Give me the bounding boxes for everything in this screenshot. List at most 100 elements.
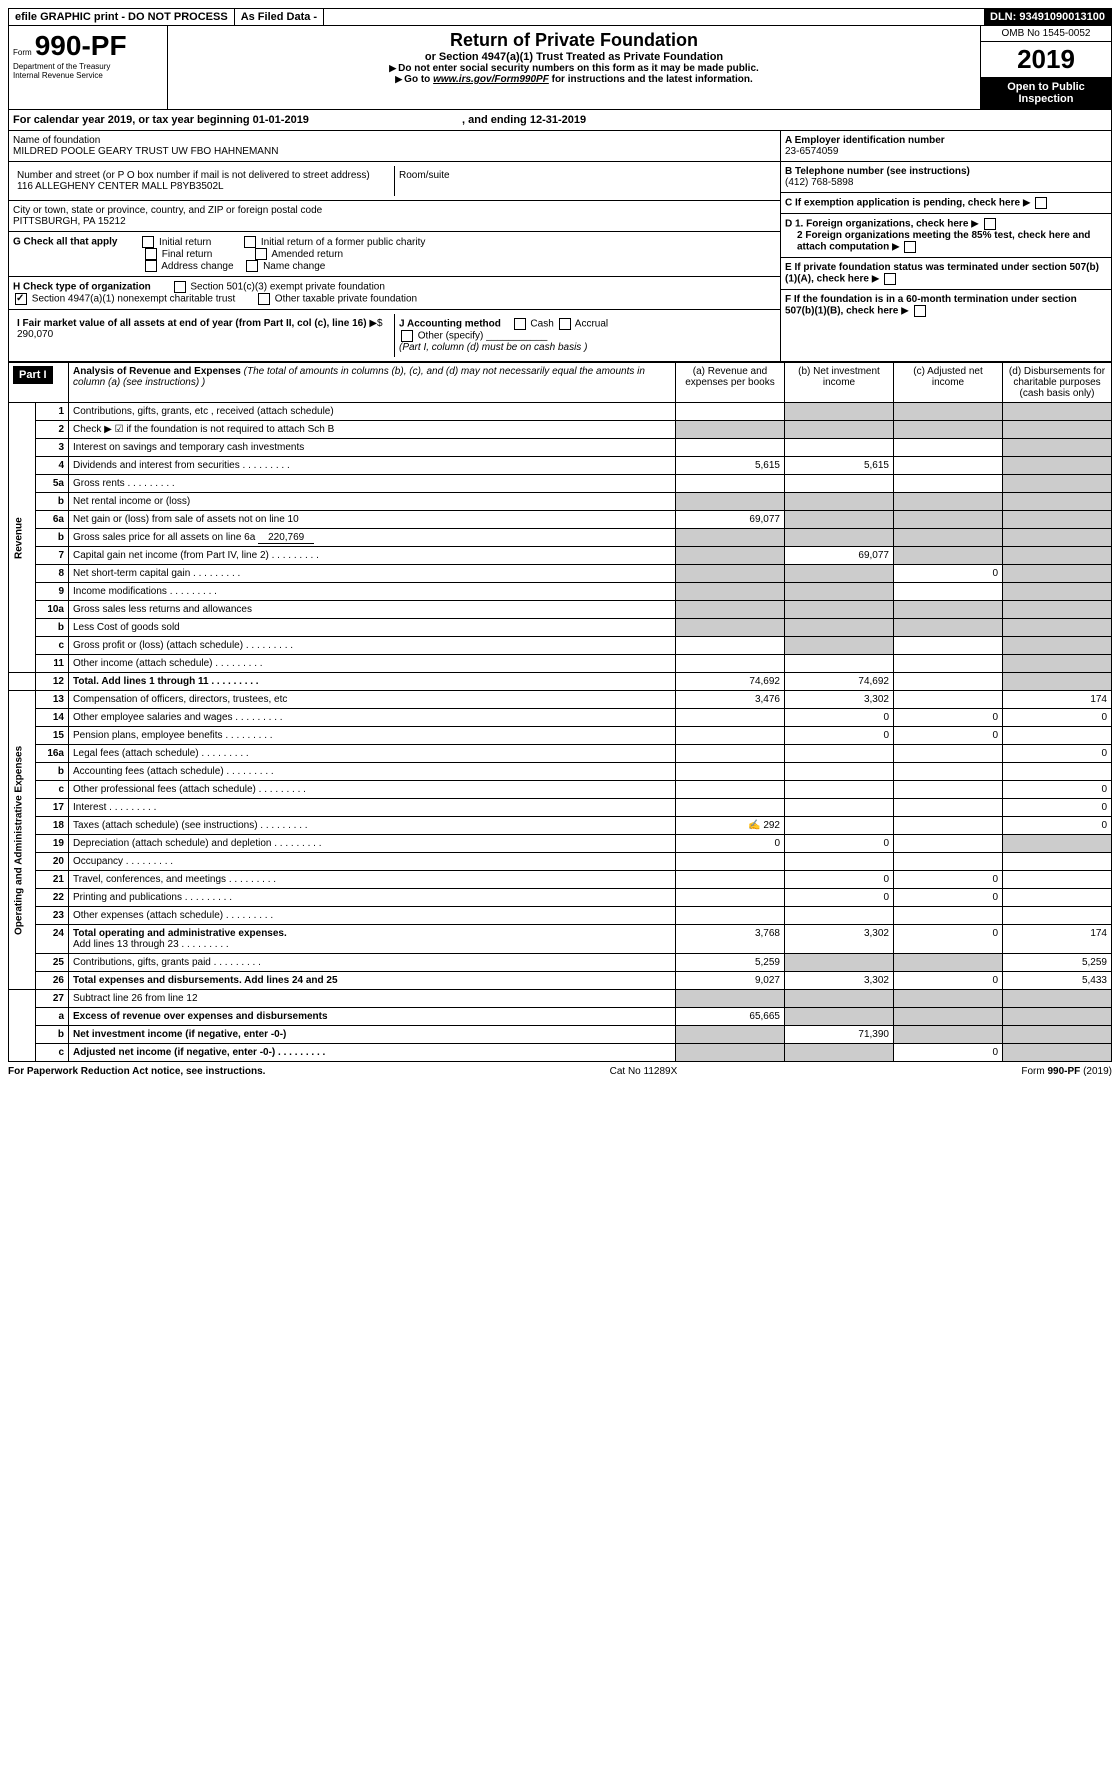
checkbox-e[interactable] bbox=[884, 273, 896, 285]
r26-b: 3,302 bbox=[785, 972, 894, 990]
ra-d: Excess of revenue over expenses and disb… bbox=[69, 1008, 676, 1026]
table-row: Revenue 1Contributions, gifts, grants, e… bbox=[9, 403, 1112, 421]
rc-n: c bbox=[36, 1044, 69, 1062]
checkbox-address[interactable] bbox=[145, 260, 157, 272]
d1-label: D 1. Foreign organizations, check here bbox=[785, 219, 968, 230]
checkbox-amended[interactable] bbox=[255, 248, 267, 260]
checkbox-cash[interactable] bbox=[514, 318, 526, 330]
footer-mid: Cat No 11289X bbox=[610, 1066, 678, 1077]
r14-n: 14 bbox=[36, 709, 69, 727]
checkbox-initial-former[interactable] bbox=[244, 236, 256, 248]
r5a-d: Gross rents bbox=[69, 475, 676, 493]
checkbox-c[interactable] bbox=[1035, 197, 1047, 209]
table-row: 23Other expenses (attach schedule) bbox=[9, 907, 1112, 925]
r10b-n: b bbox=[36, 619, 69, 637]
box-i: I Fair market value of all assets at end… bbox=[13, 314, 395, 357]
checkbox-other-acct[interactable] bbox=[401, 330, 413, 342]
box-j: J Accounting method Cash Accrual Other (… bbox=[395, 314, 776, 357]
box-a: A Employer identification number 23-6574… bbox=[781, 131, 1111, 162]
g-opt1: Initial return of a former public charit… bbox=[261, 237, 426, 248]
r16c-d: Other professional fees (attach schedule… bbox=[69, 781, 676, 799]
r6b-n: b bbox=[36, 529, 69, 547]
r17-dd: 0 bbox=[1003, 799, 1112, 817]
g-opt5: Name change bbox=[263, 261, 325, 272]
box-e: E If private foundation status was termi… bbox=[781, 258, 1111, 290]
box-b: B Telephone number (see instructions) (4… bbox=[781, 162, 1111, 193]
table-row: cOther professional fees (attach schedul… bbox=[9, 781, 1112, 799]
revenue-label: Revenue bbox=[9, 403, 36, 673]
r12-n: 12 bbox=[36, 673, 69, 691]
name-cell: Name of foundation MILDRED POOLE GEARY T… bbox=[9, 131, 780, 162]
j-label: J Accounting method bbox=[399, 319, 501, 330]
checkbox-d1[interactable] bbox=[984, 218, 996, 230]
dept: Department of the Treasury bbox=[13, 62, 163, 71]
r24-b: 3,302 bbox=[785, 925, 894, 954]
r24-d2: Add lines 13 through 23 bbox=[73, 939, 229, 950]
r22-c: 0 bbox=[894, 889, 1003, 907]
checkbox-accrual[interactable] bbox=[559, 318, 571, 330]
info-right: A Employer identification number 23-6574… bbox=[780, 131, 1111, 361]
r19-a: 0 bbox=[676, 835, 785, 853]
table-row: 24Total operating and administrative exp… bbox=[9, 925, 1112, 954]
r23-d: Other expenses (attach schedule) bbox=[69, 907, 676, 925]
table-row: 5aGross rents bbox=[9, 475, 1112, 493]
ra-a: 65,665 bbox=[676, 1008, 785, 1026]
r5b-d: Net rental income or (loss) bbox=[69, 493, 676, 511]
r21-b: 0 bbox=[785, 871, 894, 889]
f-label: F If the foundation is in a 60-month ter… bbox=[785, 294, 1077, 317]
calendar-row: For calendar year 2019, or tax year begi… bbox=[8, 110, 1112, 131]
ra-n: a bbox=[36, 1008, 69, 1026]
checkbox-other-tax[interactable] bbox=[258, 293, 270, 305]
cal-end: 12-31-2019 bbox=[530, 114, 586, 126]
checkbox-final[interactable] bbox=[145, 248, 157, 260]
checkbox-4947[interactable] bbox=[15, 293, 27, 305]
table-row: 8Net short-term capital gain0 bbox=[9, 565, 1112, 583]
title-box: Return of Private Foundation or Section … bbox=[168, 26, 980, 109]
addr-label: Number and street (or P O box number if … bbox=[17, 170, 390, 181]
r4-n: 4 bbox=[36, 457, 69, 475]
part1-title: Analysis of Revenue and Expenses bbox=[73, 366, 241, 377]
info-grid: Name of foundation MILDRED POOLE GEARY T… bbox=[8, 131, 1112, 362]
efile-label: efile GRAPHIC print - DO NOT PROCESS bbox=[9, 9, 235, 25]
checkbox-name[interactable] bbox=[246, 260, 258, 272]
info-left: Name of foundation MILDRED POOLE GEARY T… bbox=[9, 131, 780, 361]
a-label: A Employer identification number bbox=[785, 135, 1107, 146]
e-label: E If private foundation status was termi… bbox=[785, 262, 1099, 285]
r8-d: Net short-term capital gain bbox=[69, 565, 676, 583]
h-opt3: Other taxable private foundation bbox=[275, 294, 417, 305]
r6a-a: 69,077 bbox=[676, 511, 785, 529]
table-row: Operating and Administrative Expenses 13… bbox=[9, 691, 1112, 709]
r18-a-cell: ✍ 292 bbox=[676, 817, 785, 835]
table-row: 20Occupancy bbox=[9, 853, 1112, 871]
r9-d: Income modifications bbox=[69, 583, 676, 601]
checkbox-d2[interactable] bbox=[904, 241, 916, 253]
name-label: Name of foundation bbox=[13, 135, 776, 146]
part1-table: Part I Analysis of Revenue and Expenses … bbox=[8, 362, 1112, 1062]
g-opt4: Address change bbox=[161, 261, 233, 272]
r14-b: 0 bbox=[785, 709, 894, 727]
d2-label: 2 Foreign organizations meeting the 85% … bbox=[797, 230, 1090, 253]
j-accrual: Accrual bbox=[575, 319, 608, 330]
r23-n: 23 bbox=[36, 907, 69, 925]
r13-d: Compensation of officers, directors, tru… bbox=[69, 691, 676, 709]
r15-c: 0 bbox=[894, 727, 1003, 745]
r10a-n: 10a bbox=[36, 601, 69, 619]
cal-mid: , and ending bbox=[459, 114, 530, 126]
checkbox-initial[interactable] bbox=[142, 236, 154, 248]
r3-n: 3 bbox=[36, 439, 69, 457]
note2-link[interactable]: www.irs.gov/Form990PF bbox=[433, 74, 549, 85]
a-value: 23-6574059 bbox=[785, 146, 1107, 157]
table-row: 9Income modifications bbox=[9, 583, 1112, 601]
table-row: 7Capital gain net income (from Part IV, … bbox=[9, 547, 1112, 565]
r11-n: 11 bbox=[36, 655, 69, 673]
r26-a: 9,027 bbox=[676, 972, 785, 990]
r26-dd: 5,433 bbox=[1003, 972, 1112, 990]
r8-c: 0 bbox=[894, 565, 1003, 583]
r13-a: 3,476 bbox=[676, 691, 785, 709]
checkbox-f[interactable] bbox=[914, 305, 926, 317]
r16a-n: 16a bbox=[36, 745, 69, 763]
checkbox-501c3[interactable] bbox=[174, 281, 186, 293]
h-label: H Check type of organization bbox=[13, 282, 151, 293]
r19-b: 0 bbox=[785, 835, 894, 853]
r17-n: 17 bbox=[36, 799, 69, 817]
